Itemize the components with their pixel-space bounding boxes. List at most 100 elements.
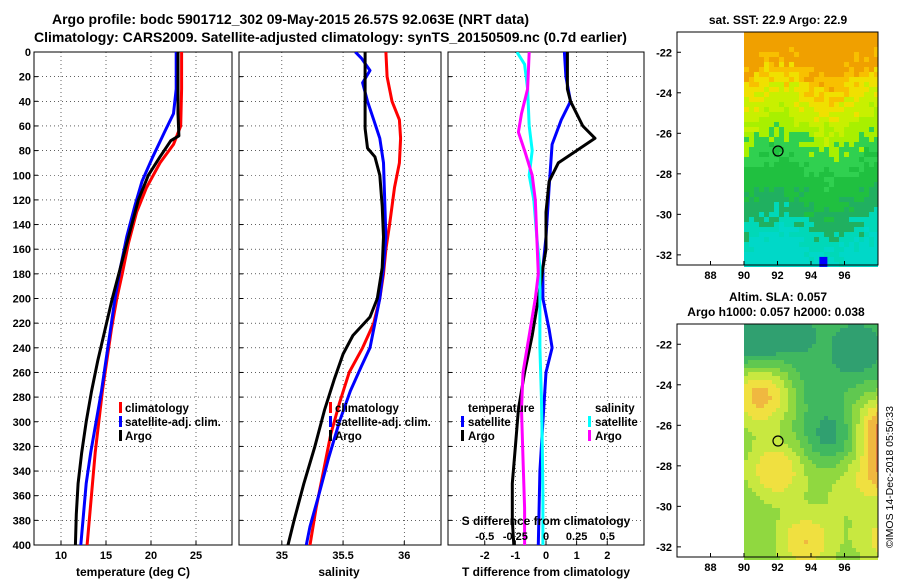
sst-cell xyxy=(759,157,764,162)
sla-cell xyxy=(812,344,816,348)
sla-cell xyxy=(772,524,776,528)
sla-cell xyxy=(800,516,804,520)
sst-cell xyxy=(804,247,809,252)
sla-cell xyxy=(800,424,804,428)
sst-cell xyxy=(754,72,759,77)
sla-cell xyxy=(864,360,868,364)
sla-cell xyxy=(812,380,816,384)
sla-cell xyxy=(872,336,876,340)
sst-cell xyxy=(764,202,769,207)
sla-cell xyxy=(872,332,876,336)
y-tick-label: 360 xyxy=(13,491,31,503)
sst-cell xyxy=(834,182,839,187)
sla-cell xyxy=(784,428,788,432)
sla-cell xyxy=(812,376,816,380)
sla-cell xyxy=(844,348,848,352)
sla-cell xyxy=(872,488,876,492)
sst-cell xyxy=(754,222,759,227)
sla-cell xyxy=(840,396,844,400)
sst-cell xyxy=(864,172,869,177)
sla-cell xyxy=(828,448,832,452)
sst-cell xyxy=(874,227,878,232)
sla-cell xyxy=(756,532,760,536)
sst-cell xyxy=(869,202,874,207)
sla-cell xyxy=(792,368,796,372)
sla-cell xyxy=(828,432,832,436)
sst-cell xyxy=(804,87,809,92)
sla-cell xyxy=(796,376,800,380)
sla-cell xyxy=(844,388,848,392)
sla-cell xyxy=(832,412,836,416)
sst-cell xyxy=(799,127,804,132)
sla-cell xyxy=(872,388,876,392)
sst-cell xyxy=(849,72,854,77)
sst-cell xyxy=(844,57,849,62)
sla-cell xyxy=(832,384,836,388)
sst-cell xyxy=(764,32,769,37)
sst-cell xyxy=(799,57,804,62)
sla-cell xyxy=(752,348,756,352)
sst-cell xyxy=(749,82,754,87)
sst-cell xyxy=(824,107,829,112)
sla-cell xyxy=(848,500,852,504)
sst-cell xyxy=(834,57,839,62)
sst-cell xyxy=(864,242,869,247)
sla-cell xyxy=(796,372,800,376)
sst-cell xyxy=(804,237,809,242)
sla-cell xyxy=(824,472,828,476)
sla-cell xyxy=(864,488,868,492)
sst-cell xyxy=(849,82,854,87)
sst-cell xyxy=(864,252,869,257)
sla-cell xyxy=(832,432,836,436)
sst-cell xyxy=(874,207,878,212)
sla-cell xyxy=(836,420,840,424)
sla-cell xyxy=(792,340,796,344)
sla-cell xyxy=(816,324,820,328)
sla-cell xyxy=(840,376,844,380)
sla-cell xyxy=(768,532,772,536)
sla-cell xyxy=(840,472,844,476)
sst-cell xyxy=(744,242,749,247)
sst-cell xyxy=(764,227,769,232)
sst-cell xyxy=(784,137,789,142)
sst-cell xyxy=(869,77,874,82)
sla-cell xyxy=(780,520,784,524)
sst-cell xyxy=(859,247,864,252)
sst-cell xyxy=(824,127,829,132)
sla-cell xyxy=(876,436,878,440)
sst-cell xyxy=(814,67,819,72)
sst-cell xyxy=(744,42,749,47)
sst-cell xyxy=(744,182,749,187)
sst-cell xyxy=(839,252,844,257)
sla-cell xyxy=(848,428,852,432)
sla-cell xyxy=(792,356,796,360)
y-tick-label: 260 xyxy=(13,367,31,379)
sla-cell xyxy=(792,344,796,348)
sla-cell xyxy=(768,504,772,508)
sst-cell xyxy=(749,252,754,257)
sla-cell xyxy=(760,448,764,452)
sla-cell xyxy=(844,480,848,484)
sla-cell xyxy=(852,404,856,408)
sst-cell xyxy=(774,147,779,152)
sst-cell xyxy=(744,72,749,77)
sla-cell xyxy=(764,372,768,376)
sst-cell xyxy=(809,207,814,212)
sla-cell xyxy=(764,516,768,520)
sla-cell xyxy=(864,532,868,536)
sla-cell xyxy=(864,396,868,400)
sla-cell xyxy=(784,332,788,336)
sla-cell xyxy=(756,440,760,444)
sla-cell xyxy=(744,492,748,496)
sla-cell xyxy=(756,508,760,512)
sla-cell xyxy=(812,352,816,356)
sst-cell xyxy=(789,102,794,107)
sla-cell xyxy=(756,460,760,464)
sla-cell xyxy=(840,340,844,344)
sla-cell xyxy=(804,340,808,344)
sla-cell xyxy=(852,508,856,512)
sla-cell xyxy=(844,532,848,536)
sla-cell xyxy=(784,356,788,360)
sla-cell xyxy=(808,456,812,460)
